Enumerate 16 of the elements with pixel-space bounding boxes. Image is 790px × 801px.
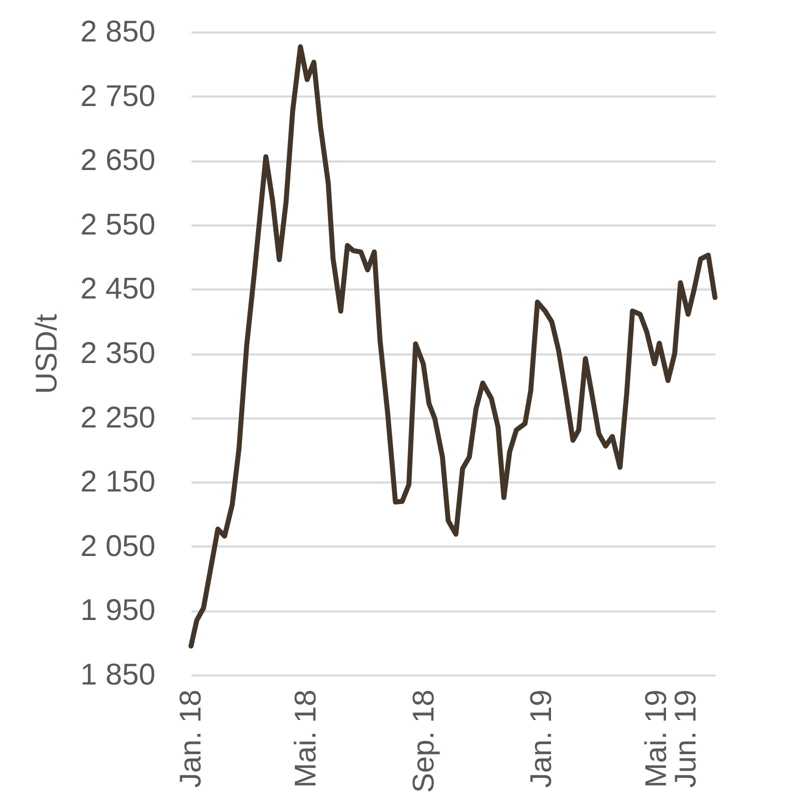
x-tick-label: Sep. 18 [408, 690, 441, 793]
y-tick-label: 2 050 [80, 530, 156, 563]
y-tick-label: 2 450 [80, 272, 156, 306]
x-tick-label: Jan. 18 [174, 690, 208, 788]
y-tick-label: 2 150 [80, 466, 156, 499]
x-tick-label: Jan. 19 [524, 690, 558, 788]
y-tick-label: 2 350 [80, 337, 156, 370]
y-axis-title: USD/t [30, 313, 64, 394]
y-tick-label: 2 250 [80, 401, 156, 434]
y-tick-label: 1 950 [80, 594, 156, 628]
y-tick-label: 2 750 [80, 80, 156, 113]
x-tick-label: Mai. 18 [290, 690, 323, 788]
y-tick-label: 2 550 [80, 208, 156, 242]
y-tick-label: 2 650 [80, 144, 156, 178]
y-tick-label: 2 850 [80, 16, 156, 48]
y-tick-label: 1 850 [80, 658, 156, 692]
